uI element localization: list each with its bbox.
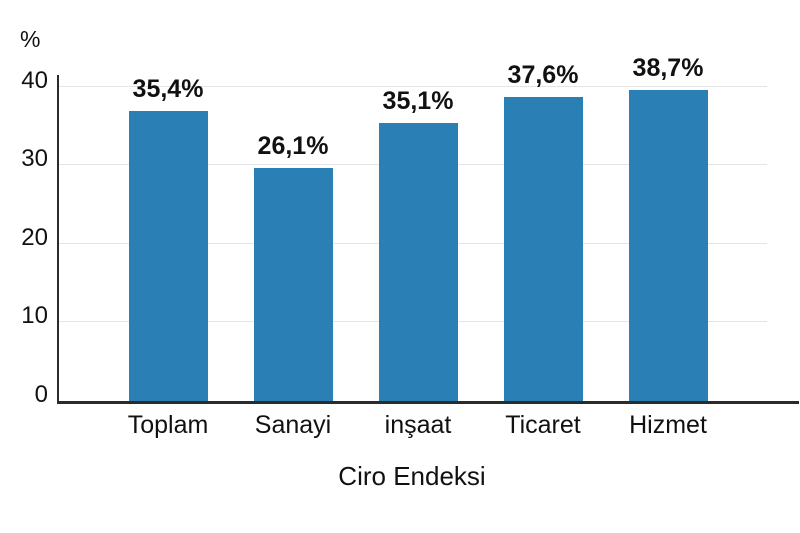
x-category-label-hizmet: Hizmet — [629, 411, 707, 439]
bar-sanayi — [253, 168, 333, 401]
x-category-label-inşaat: inşaat — [384, 411, 452, 439]
gridline-y-40 — [59, 85, 767, 87]
bar-toplam — [128, 111, 208, 401]
x-category-label-toplam: Toplam — [127, 411, 209, 439]
x-axis-title: Ciro Endeksi — [338, 461, 486, 491]
bar-value-label-toplam: 35,4% — [132, 75, 204, 103]
bar-ticaret — [503, 97, 583, 401]
x-category-label-sanayi: Sanayi — [254, 411, 332, 439]
bar-hizmet — [628, 90, 708, 401]
bar-value-label-hizmet: 38,7% — [632, 54, 704, 82]
bar-value-label-sanayi: 26,1% — [257, 132, 329, 160]
bar-value-label-ticaret: 37,6% — [507, 61, 579, 89]
y-tick-label-0: 0 — [34, 381, 48, 408]
y-tick-label-40: 40 — [21, 66, 48, 94]
y-tick-label-30: 30 — [21, 145, 48, 173]
plot-area: 35,4% Toplam 26,1% Sanayi 35,1% inşaat 37,6% Ti… — [57, 56, 799, 438]
y-axis-unit-label: % — [20, 26, 41, 52]
y-tick-label-10: 10 — [21, 302, 48, 330]
y-axis-tick-labels: 0 10 20 30 40 — [0, 68, 48, 406]
bar-inşaat — [378, 123, 458, 401]
y-tick-label-20: 20 — [21, 223, 48, 251]
x-category-label-ticaret: Ticaret — [505, 411, 581, 439]
bar-value-label-inşaat: 35,1% — [382, 87, 454, 115]
